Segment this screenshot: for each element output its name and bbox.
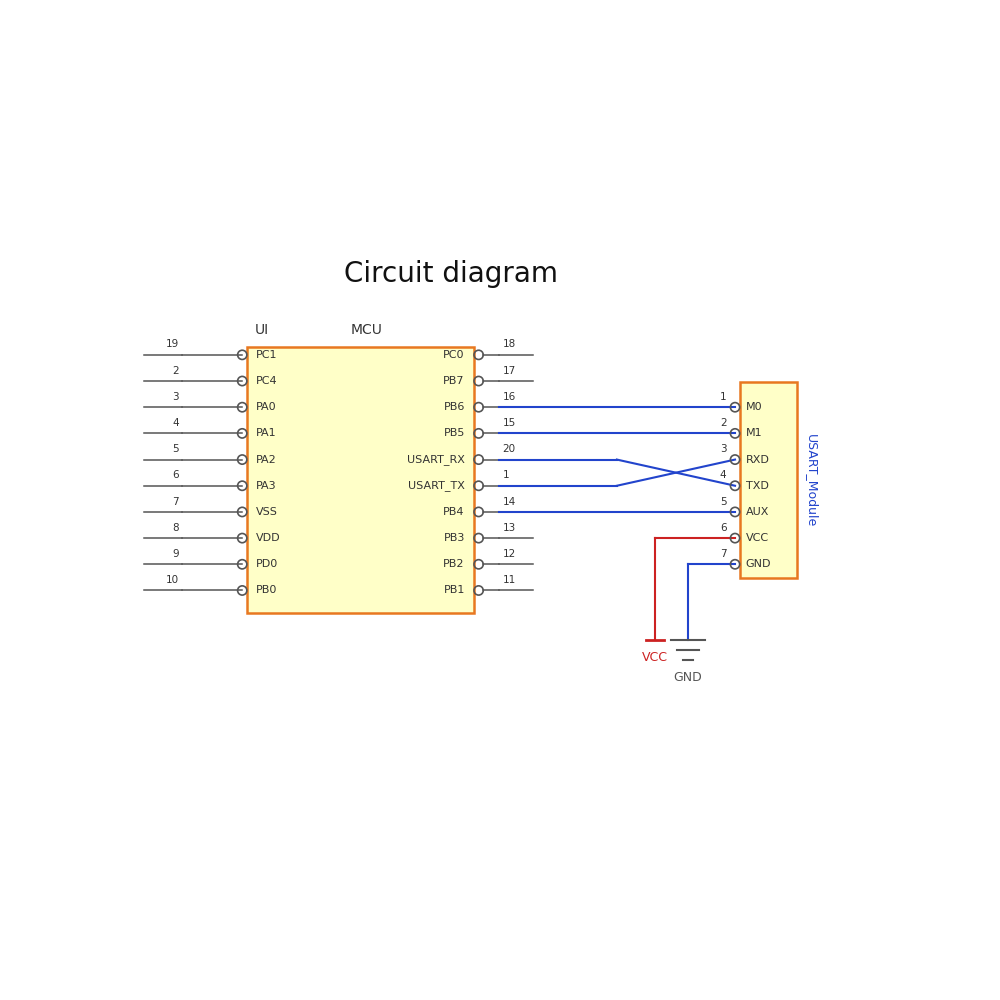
Text: USART_RX: USART_RX [407,454,465,465]
Text: 1: 1 [720,392,727,402]
Text: M0: M0 [746,402,762,412]
Text: M1: M1 [746,428,762,438]
Text: RXD: RXD [746,455,770,465]
Text: USART_Module: USART_Module [805,434,818,527]
Text: GND: GND [746,559,771,569]
Text: PA3: PA3 [256,481,277,491]
Text: 9: 9 [172,549,179,559]
Text: 6: 6 [720,523,727,533]
Text: PD0: PD0 [256,559,278,569]
Text: 14: 14 [502,497,516,507]
Text: 6: 6 [172,470,179,480]
Text: 2: 2 [172,366,179,376]
Text: 19: 19 [165,339,179,349]
Text: TXD: TXD [746,481,769,491]
Text: 15: 15 [502,418,516,428]
Text: PB4: PB4 [443,507,465,517]
Text: 16: 16 [502,392,516,402]
Text: PB1: PB1 [443,585,465,595]
Text: VCC: VCC [746,533,769,543]
Text: 17: 17 [502,366,516,376]
Text: USART_TX: USART_TX [408,480,465,491]
Text: 11: 11 [502,575,516,585]
Text: 13: 13 [502,523,516,533]
Text: 7: 7 [720,549,727,559]
Text: 18: 18 [502,339,516,349]
Text: 7: 7 [172,497,179,507]
Text: MCU: MCU [350,323,382,337]
Text: 1: 1 [502,470,509,480]
Text: PB5: PB5 [443,428,465,438]
Text: 2: 2 [720,418,727,428]
Text: PB7: PB7 [443,376,465,386]
Text: GND: GND [674,671,702,684]
Text: 12: 12 [502,549,516,559]
Text: 8: 8 [172,523,179,533]
Text: PA2: PA2 [256,455,277,465]
Text: PA0: PA0 [256,402,277,412]
Text: AUX: AUX [746,507,769,517]
Bar [247,347,474,613]
Text: UI: UI [255,323,269,337]
Text: VDD: VDD [256,533,281,543]
Text: 20: 20 [502,444,516,454]
Text: 3: 3 [172,392,179,402]
Text: PA1: PA1 [256,428,277,438]
Text: 10: 10 [166,575,179,585]
Bar [740,382,797,578]
Text: PB6: PB6 [443,402,465,412]
Text: 4: 4 [720,470,727,480]
Text: 3: 3 [720,444,727,454]
Text: PC0: PC0 [443,350,465,360]
Text: PC1: PC1 [256,350,278,360]
Text: PB2: PB2 [443,559,465,569]
Text: PC4: PC4 [256,376,278,386]
Text: 4: 4 [172,418,179,428]
Text: 5: 5 [172,444,179,454]
Text: VCC: VCC [642,651,668,664]
Text: 5: 5 [720,497,727,507]
Text: PB0: PB0 [256,585,277,595]
Text: Circuit diagram: Circuit diagram [344,260,558,288]
Text: VSS: VSS [256,507,278,517]
Text: PB3: PB3 [443,533,465,543]
